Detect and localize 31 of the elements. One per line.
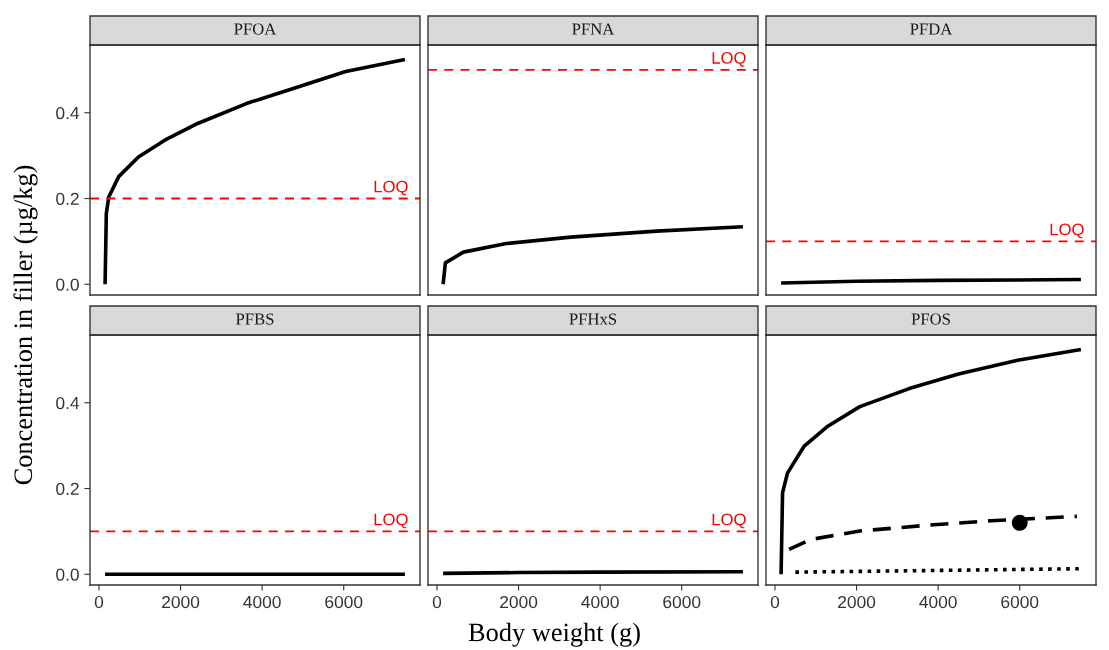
x-tick-label: 2000 (838, 595, 876, 609)
chart-title: PFDA (910, 23, 953, 35)
x-tick-label: 6000 (663, 595, 701, 609)
x-tick-label: 4000 (919, 595, 957, 609)
y-tick-label: 0.2 (56, 192, 79, 205)
y-tick-label: 0.0 (56, 568, 79, 581)
x-tick-label: 6000 (1001, 595, 1039, 609)
x-tick-label: 4000 (581, 595, 619, 609)
chart-title: PFOA (234, 23, 277, 35)
x-tick-label: 6000 (325, 595, 363, 609)
ref-line-label: LOQ (374, 180, 408, 196)
x-tick-label: 0 (432, 595, 442, 609)
chart-title: PFHxS (569, 313, 617, 325)
x-tick-label: 2000 (500, 595, 538, 609)
x-tick-label: 2000 (162, 595, 200, 609)
ref-line-label: LOQ (712, 52, 746, 67)
x-axis-title: Body weight (g) (468, 622, 640, 647)
ref-line-label: LOQ (712, 513, 746, 529)
chart-title: PFNA (572, 23, 615, 35)
y-tick-label: 0.0 (56, 278, 79, 291)
x-tick-label: 4000 (243, 595, 281, 609)
y-axis-title: Concentration in filler (µg/kg) (13, 165, 38, 485)
x-tick-label: 0 (770, 595, 780, 609)
ref-line-label: LOQ (1050, 223, 1084, 239)
y-tick-label: 0.4 (56, 106, 80, 120)
chart-title: PFOS (911, 313, 950, 325)
ref-line-label: LOQ (374, 513, 408, 529)
chart-title: PFBS (236, 313, 274, 325)
x-tick-label: 0 (94, 595, 104, 609)
y-tick-label: 0.4 (56, 396, 80, 410)
y-tick-label: 0.2 (56, 482, 79, 495)
